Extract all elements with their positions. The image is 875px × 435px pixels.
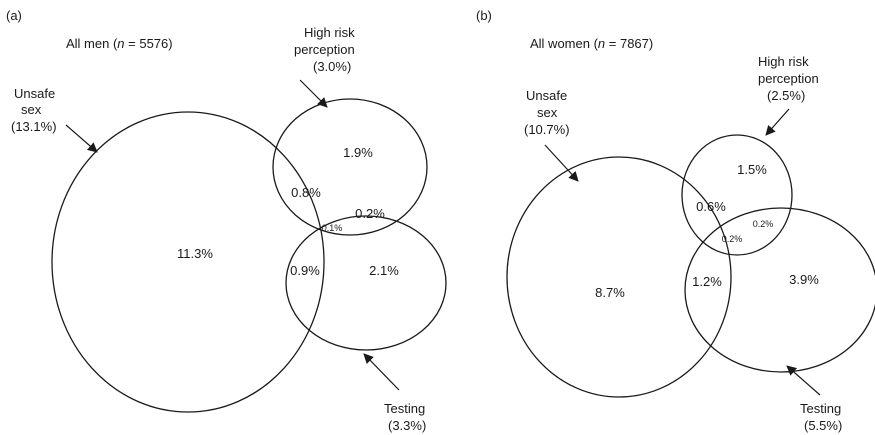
high-risk-perception-circle: [272, 98, 428, 236]
region-testing-only: 2.1%: [369, 263, 399, 278]
testing-label: Testing: [384, 401, 425, 416]
panel-b: (b) All women (n = 7867) Unsafe sex (10.…: [476, 8, 875, 433]
panel-title: All men (n = 5576): [66, 36, 173, 51]
testing-circle: [684, 207, 875, 373]
unsafe-sex-label: Unsafe: [14, 86, 55, 101]
high-risk-perception-percent: (2.5%): [767, 88, 805, 103]
testing-circle: [285, 215, 447, 351]
unsafe-sex-label: sex: [21, 102, 42, 117]
testing-arrow: [786, 365, 821, 396]
testing-percent: (5.5%): [804, 418, 842, 433]
region-unsafe-risk: 0.6%: [696, 199, 726, 214]
panel-title: All women (n = 7867): [530, 36, 653, 51]
region-risk-testing: 0.2%: [355, 206, 385, 221]
unsafe-sex-arrow: [544, 144, 579, 182]
unsafe-sex-label: Unsafe: [526, 88, 567, 103]
region-risk-only: 1.5%: [737, 162, 767, 177]
region-unsafe-testing: 0.9%: [290, 263, 320, 278]
high-risk-perception-label: perception: [294, 42, 355, 57]
region-unsafe-only: 11.3%: [177, 246, 213, 261]
unsafe-sex-label: sex: [537, 105, 558, 120]
high-risk-perception-label: High risk: [304, 25, 355, 40]
region-unsafe-testing: 1.2%: [692, 274, 722, 289]
region-risk-testing: 0.2%: [753, 219, 774, 229]
unsafe-sex-circle: [506, 156, 732, 398]
high-risk-perception-label: perception: [758, 71, 819, 86]
region-all-three: 0.1%: [322, 223, 343, 233]
panel-a: (a) All men (n = 5576) Unsafe sex (13.1%…: [6, 8, 447, 433]
region-testing-only: 3.9%: [789, 272, 819, 287]
high-risk-perception-arrow: [765, 108, 790, 136]
panel-tag: (a): [6, 8, 22, 23]
testing-percent: (3.3%): [388, 418, 426, 433]
region-unsafe-only: 8.7%: [595, 285, 625, 300]
region-unsafe-risk: 0.8%: [291, 185, 321, 200]
unsafe-sex-arrow: [65, 124, 98, 153]
high-risk-perception-percent: (3.0%): [313, 59, 351, 74]
panel-tag: (b): [476, 8, 492, 23]
high-risk-perception-label: High risk: [758, 54, 809, 69]
region-all-three: 0.2%: [722, 234, 743, 244]
unsafe-sex-circle: [51, 111, 325, 413]
testing-arrow: [363, 353, 400, 391]
high-risk-perception-circle: [681, 134, 793, 256]
unsafe-sex-percent: (13.1%): [11, 119, 57, 134]
testing-label: Testing: [800, 401, 841, 416]
region-risk-only: 1.9%: [343, 145, 373, 160]
unsafe-sex-percent: (10.7%): [524, 122, 570, 137]
high-risk-perception-arrow: [299, 79, 328, 108]
